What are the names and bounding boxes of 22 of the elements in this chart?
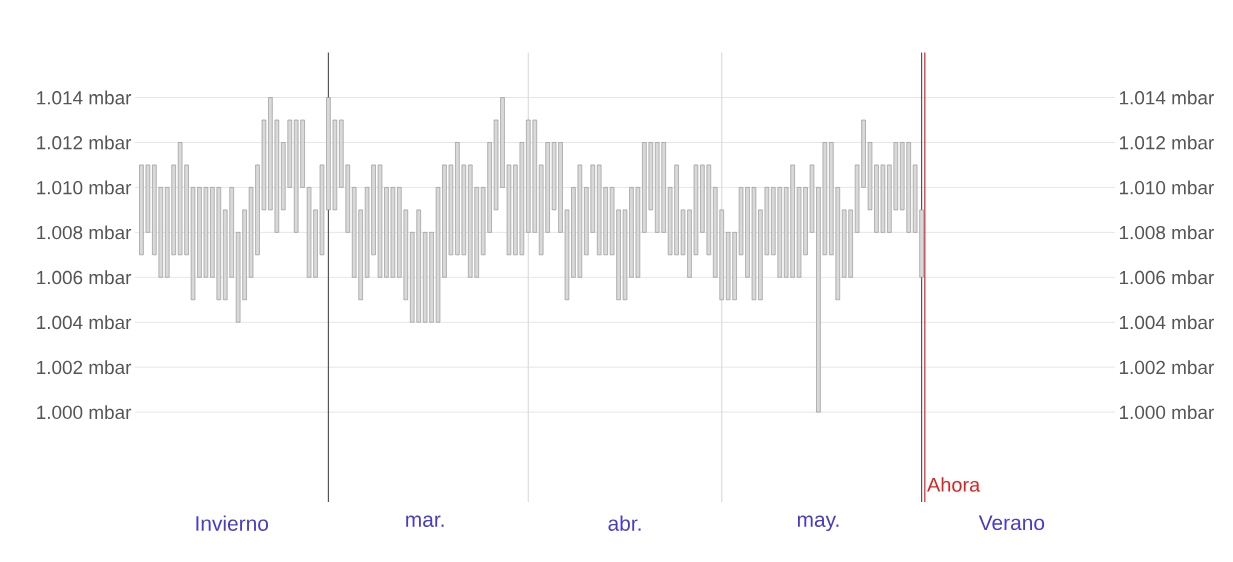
ref-line-label: Ahora (927, 477, 981, 492)
y2-tick-label: 1.006 mbar (1119, 270, 1214, 285)
y2-tick-label: 1.014 mbar (1119, 90, 1214, 105)
y2-tick-label: 1.012 mbar (1119, 135, 1214, 150)
x-tick-label: Verano (978, 515, 1045, 531)
y2-tick-label: 1.008 mbar (1119, 225, 1214, 240)
y2-tick-label: 1.010 mbar (1119, 180, 1214, 195)
y-tick-label: 1.006 mbar (37, 270, 132, 285)
y-tick-label: 1.014 mbar (37, 90, 132, 105)
y2-tick-label: 1.002 mbar (1119, 360, 1214, 375)
y-tick-label: 1.000 mbar (37, 405, 132, 420)
y-tick-label: 1.002 mbar (37, 360, 132, 375)
y2-tick-label: 1.000 mbar (1119, 405, 1214, 420)
x-tick-label: Invierno (196, 515, 269, 531)
y-tick-label: 1.012 mbar (37, 135, 132, 150)
x-tick-label: mar. (406, 515, 444, 527)
y-tick-label: 1.008 mbar (37, 225, 132, 240)
x-tick-label: may. (797, 515, 839, 532)
y-tick-label: 1.010 mbar (37, 180, 132, 195)
y-tick-label: 1.004 mbar (37, 315, 132, 330)
x-tick-label: abr. (608, 515, 641, 531)
y2-tick-label: 1.004 mbar (1119, 315, 1214, 330)
